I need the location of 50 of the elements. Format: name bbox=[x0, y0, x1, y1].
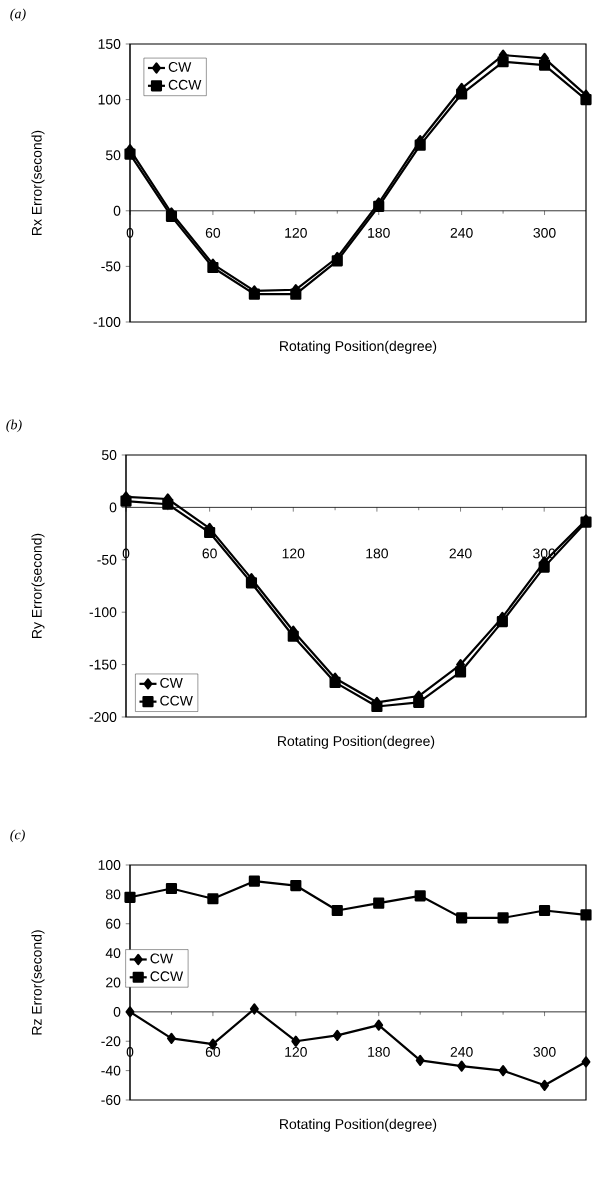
x-tick-label: 120 bbox=[285, 227, 307, 238]
x-tick-label: 60 bbox=[205, 227, 221, 238]
y-tick-label: -100 bbox=[93, 317, 121, 327]
x-tick-label: 120 bbox=[282, 548, 305, 559]
y-tick-label: 50 bbox=[101, 450, 117, 460]
x-tick-label: 180 bbox=[366, 548, 388, 559]
y-tick-label: -60 bbox=[101, 1095, 121, 1105]
y-tick-label: 0 bbox=[113, 205, 121, 216]
x-axis-title: Rotating Position(degree) bbox=[280, 340, 437, 354]
x-tick-label: 300 bbox=[533, 227, 556, 238]
y-tick-label: 60 bbox=[106, 918, 121, 929]
x-tick-label: 180 bbox=[368, 1046, 390, 1057]
x-axis-title: Rotating Position(degree) bbox=[278, 735, 435, 749]
legend-label: CCW bbox=[160, 695, 193, 706]
x-tick-label: 180 bbox=[368, 227, 390, 238]
y-tick-label: -200 bbox=[89, 712, 117, 722]
y-tick-label: 0 bbox=[109, 502, 117, 513]
y-tick-label: -50 bbox=[97, 554, 117, 565]
y-tick-label: 50 bbox=[105, 150, 121, 161]
x-tick-label: 240 bbox=[449, 548, 472, 559]
x-tick-label: 60 bbox=[205, 1046, 221, 1057]
x-tick-label: 120 bbox=[285, 1046, 307, 1057]
legend-label: CCW bbox=[150, 971, 184, 982]
y-tick-label: -50 bbox=[101, 261, 121, 272]
x-tick-label: 300 bbox=[533, 1046, 556, 1057]
y-tick-label: 40 bbox=[105, 948, 121, 959]
y-tick-label: 80 bbox=[105, 889, 121, 900]
y-tick-label: -20 bbox=[101, 1036, 121, 1047]
y-axis-title: Rx Error(second) bbox=[31, 130, 45, 235]
legend-label: CW bbox=[160, 677, 183, 688]
y-axis-title: Ry Error(second) bbox=[31, 533, 45, 638]
text: (a) bbox=[10, 8, 26, 22]
x-tick-label: 60 bbox=[202, 548, 217, 559]
y-tick-label: -40 bbox=[101, 1065, 121, 1076]
y-tick-label: 150 bbox=[98, 39, 121, 49]
y-tick-label: 100 bbox=[98, 94, 121, 105]
y-tick-label: -100 bbox=[89, 607, 117, 618]
legend-label: CCW bbox=[168, 79, 202, 90]
x-tick-label: 240 bbox=[450, 227, 473, 238]
x-axis-title: Rotating Position(degree) bbox=[280, 1118, 437, 1132]
legend-label: CW bbox=[150, 953, 174, 964]
y-tick-label: 0 bbox=[113, 1006, 121, 1017]
legend-label: CW bbox=[168, 62, 192, 72]
y-tick-label: 100 bbox=[98, 860, 121, 870]
y-axis-title: Rz Error(second) bbox=[31, 930, 45, 1035]
x-tick-label: 240 bbox=[450, 1046, 473, 1057]
y-tick-label: 20 bbox=[106, 977, 121, 988]
y-tick-label: -150 bbox=[89, 659, 117, 670]
text: (c) bbox=[10, 829, 25, 843]
text: (b) bbox=[6, 419, 22, 433]
